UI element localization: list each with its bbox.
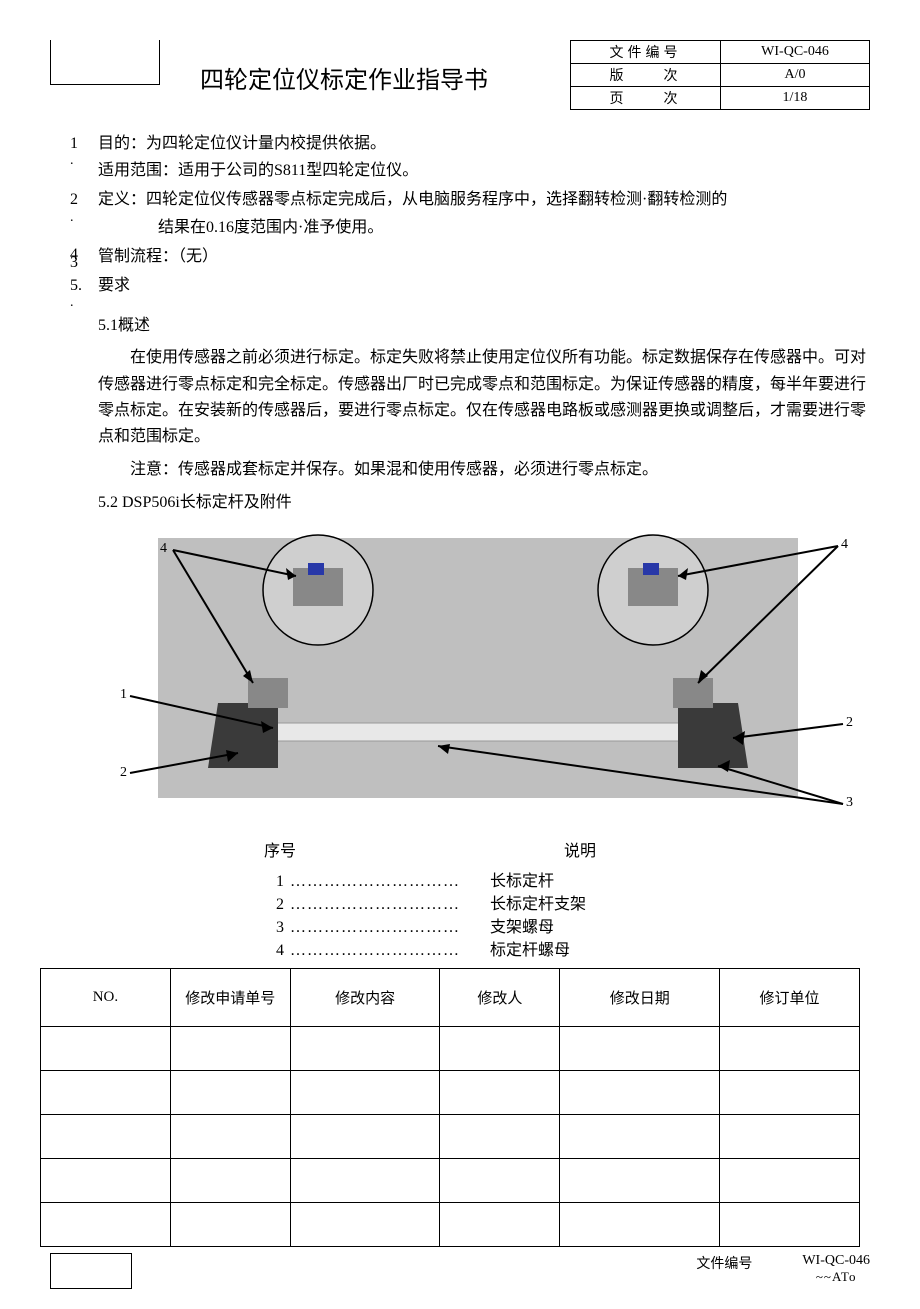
rev-row — [41, 1027, 860, 1071]
rev-row — [41, 1115, 860, 1159]
num-2: 2 . — [70, 186, 98, 220]
figure-calibration-bar: 4 4 1 2 2 3 — [98, 528, 858, 828]
para-1: 在使用传感器之前必须进行标定。标定失败将禁止使用定位仪所有功能。标定数据保存在传… — [98, 345, 870, 451]
num-1: 1 . — [70, 130, 98, 164]
svg-text:3: 3 — [846, 795, 853, 810]
svg-text:2: 2 — [846, 715, 853, 730]
meta-table: 文件编号 WI-QC-046 版 次 A/0 页 次 1/18 — [570, 40, 870, 110]
content-body: 1 . 目的：为四轮定位仪计量内校提供依据。 适用范围：适用于公司的S811型四… — [70, 130, 870, 962]
figure-svg: 4 4 1 2 2 3 — [98, 528, 858, 828]
text-1: 目的：为四轮定位仪计量内校提供依据。 适用范围：适用于公司的S811型四轮定位仪… — [98, 130, 870, 184]
meta-page-value: 1/18 — [721, 87, 870, 110]
parts-h2: 说明 — [310, 838, 690, 865]
sub-5-1: 5.1概述 — [98, 312, 870, 339]
svg-text:4: 4 — [160, 541, 167, 556]
num-4-3: 4 3 — [70, 243, 98, 269]
parts-row-4: 4 ………………………… 标定杆螺母 — [250, 939, 690, 962]
parts-row-1: 1 ………………………… 长标定杆 — [250, 870, 690, 893]
footer-docno-value: WI-QC-046 ~~ATo — [802, 1253, 870, 1285]
rev-row — [41, 1071, 860, 1115]
svg-text:1: 1 — [120, 687, 127, 702]
svg-text:2: 2 — [120, 765, 127, 780]
num-5: 5. . — [70, 272, 98, 306]
rev-h-6: 修订单位 — [720, 969, 860, 1027]
header-row: 四轮定位仪标定作业指导书 文件编号 WI-QC-046 版 次 A/0 页 次 … — [50, 40, 870, 110]
text-4: 管制流程：（无） — [98, 243, 870, 270]
footer-logo-box — [50, 1253, 132, 1289]
item-4-3: 4 3 管制流程：（无） — [70, 243, 870, 270]
meta-docno-label: 文件编号 — [571, 41, 721, 64]
para-2: 注意：传感器成套标定并保存。如果混和使用传感器，必须进行零点标定。 — [98, 457, 870, 483]
rev-h-4: 修改人 — [440, 969, 560, 1027]
footer-docno-label: 文件编号 — [696, 1253, 752, 1273]
footer-row: 文件编号 WI-QC-046 ~~ATo — [50, 1253, 870, 1289]
meta-rev-value: A/0 — [721, 64, 870, 87]
rev-h-3: 修改内容 — [290, 969, 440, 1027]
meta-rev-label: 版 次 — [571, 64, 721, 87]
revision-table: NO. 修改申请单号 修改内容 修改人 修改日期 修订单位 — [40, 968, 860, 1247]
svg-text:4: 4 — [841, 537, 848, 552]
parts-row-2: 2 ………………………… 长标定杆支架 — [250, 893, 690, 916]
item-2: 2 . 定义：四轮定位仪传感器零点标定完成后，从电脑服务程序中，选择翻转检测·翻… — [70, 186, 870, 240]
rev-h-2: 修改申请单号 — [170, 969, 290, 1027]
logo-box — [50, 40, 160, 85]
parts-h1: 序号 — [250, 838, 310, 865]
text-5: 要求 — [98, 272, 870, 299]
meta-docno-value: WI-QC-046 — [721, 41, 870, 64]
parts-row-3: 3 ………………………… 支架螺母 — [250, 916, 690, 939]
document-title: 四轮定位仪标定作业指导书 — [190, 40, 570, 95]
sub-5-2: 5.2 DSP506i长标定杆及附件 — [98, 489, 870, 516]
rev-row — [41, 1203, 860, 1247]
item-1: 1 . 目的：为四轮定位仪计量内校提供依据。 适用范围：适用于公司的S811型四… — [70, 130, 870, 184]
item-5: 5. . 要求 — [70, 272, 870, 306]
rev-row — [41, 1159, 860, 1203]
meta-page-label: 页 次 — [571, 87, 721, 110]
parts-list: 序号 说明 1 ………………………… 长标定杆 2 ………………………… 长标定… — [250, 838, 690, 962]
rev-h-1: NO. — [41, 969, 171, 1027]
text-2: 定义：四轮定位仪传感器零点标定完成后，从电脑服务程序中，选择翻转检测·翻转检测的… — [98, 186, 870, 240]
rev-h-5: 修改日期 — [560, 969, 720, 1027]
footer-meta: 文件编号 WI-QC-046 ~~ATo — [696, 1253, 870, 1285]
